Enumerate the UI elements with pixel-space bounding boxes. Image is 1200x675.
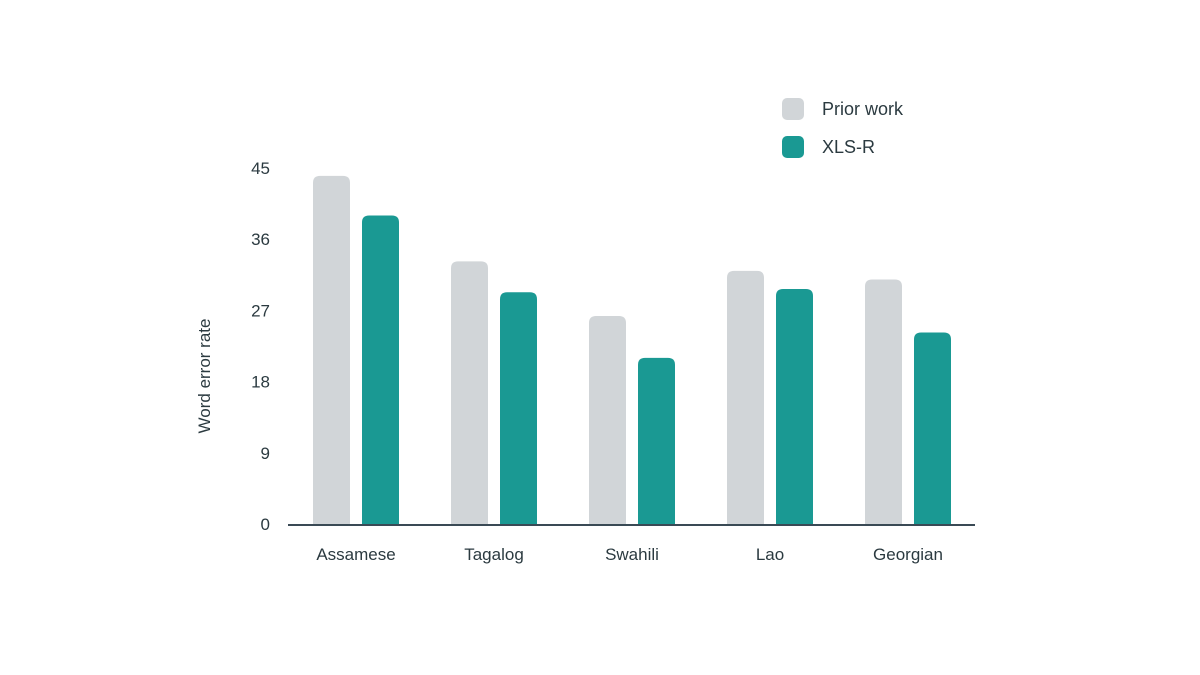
legend-label: XLS-R (822, 137, 875, 157)
legend-swatch-prior-work (782, 98, 804, 120)
y-tick-label: 0 (261, 515, 270, 534)
bar-xls-r-tagalog (500, 292, 537, 524)
y-tick-label: 27 (251, 301, 270, 320)
legend-label: Prior work (822, 99, 904, 119)
bar-prior-work-lao (727, 270, 764, 524)
x-tick-label: Georgian (873, 545, 943, 564)
legend: Prior work XLS-R (782, 98, 904, 158)
bar-prior-work-assamese (313, 175, 350, 524)
bars (313, 175, 951, 524)
legend-swatch-xls-r (782, 136, 804, 158)
bar-xls-r-lao (776, 289, 813, 524)
bar-prior-work-tagalog (451, 261, 488, 524)
bar-xls-r-assamese (362, 215, 399, 524)
y-tick-label: 45 (251, 159, 270, 178)
x-axis-labels: Assamese Tagalog Swahili Lao Georgian (316, 545, 943, 564)
y-tick-label: 36 (251, 230, 270, 249)
bar-prior-work-swahili (589, 315, 626, 524)
bar-xls-r-swahili (638, 357, 675, 524)
x-tick-label: Tagalog (464, 545, 524, 564)
bar-xls-r-georgian (914, 332, 951, 524)
x-tick-label: Lao (756, 545, 784, 564)
x-tick-label: Swahili (605, 545, 659, 564)
y-axis-ticks: 0 9 18 27 36 45 (251, 159, 270, 534)
y-tick-label: 18 (251, 373, 270, 392)
y-axis-title: Word error rate (195, 319, 214, 434)
y-tick-label: 9 (261, 444, 270, 463)
x-tick-label: Assamese (316, 545, 395, 564)
bar-prior-work-georgian (865, 279, 902, 524)
